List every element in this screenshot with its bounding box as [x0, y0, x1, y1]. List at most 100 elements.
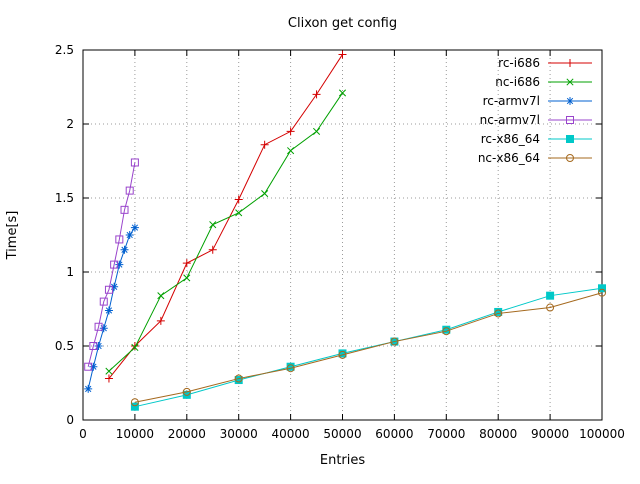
x-tick-label: 40000: [272, 427, 310, 441]
series-nc-x86_64: [130, 288, 606, 407]
data-point-marker: [104, 374, 113, 383]
x-tick-label: 100000: [579, 427, 625, 441]
series-rc-armv7l: [84, 223, 139, 393]
x-tick-label: 60000: [375, 427, 413, 441]
data-point-marker: [84, 384, 93, 393]
series-line: [87, 162, 136, 367]
data-point-marker: [94, 342, 103, 350]
data-point-marker: [115, 235, 124, 244]
series-line: [134, 292, 603, 403]
x-axis-label: Entries: [320, 453, 366, 468]
data-point-marker: [130, 402, 139, 411]
y-tick-label: 2: [66, 117, 74, 131]
data-point-marker: [390, 337, 399, 346]
data-point-marker: [566, 116, 574, 124]
data-point-marker: [105, 367, 113, 375]
data-point-marker: [546, 291, 555, 300]
data-point-marker: [286, 364, 295, 373]
x-tick-label: 30000: [220, 427, 258, 441]
data-point-marker: [260, 140, 269, 149]
data-point-marker: [104, 306, 113, 315]
y-tick-label: 2.5: [55, 43, 74, 57]
data-point-marker: [110, 260, 119, 269]
x-tick-label: 90000: [531, 427, 569, 441]
data-point-marker: [287, 147, 295, 155]
data-point-marker: [115, 260, 124, 269]
data-point-marker: [209, 221, 217, 229]
y-tick-label: 1.5: [55, 191, 74, 205]
data-point-marker: [566, 135, 574, 143]
data-point-marker: [120, 245, 129, 254]
x-tick-labels: 0 10000 20000 30000 40000 50000 60000 70000 8000…: [79, 427, 625, 441]
data-point-marker: [234, 374, 243, 383]
series-nc-armv7l: [84, 158, 139, 371]
data-point-marker: [182, 390, 191, 399]
data-point-marker: [130, 398, 139, 407]
data-point-marker: [566, 154, 574, 162]
x-tick-label: 70000: [427, 427, 465, 441]
y-tick-label: 0: [66, 413, 74, 427]
data-point-marker: [312, 127, 321, 135]
series-line: [108, 92, 343, 372]
data-point-marker: [157, 292, 165, 300]
legend: rc-i686 nc-i686 rc-armv7l nc-armv7l rc-x86_6…: [478, 56, 592, 165]
data-point-marker: [99, 324, 108, 333]
y-tick-labels: 0 0.5 1 1.5 2 2.5: [55, 43, 74, 427]
x-tick-label: 20000: [168, 427, 206, 441]
data-point-marker: [89, 342, 98, 350]
legend-label: nc-i686: [495, 75, 540, 89]
legend-label: nc-armv7l: [480, 113, 540, 127]
data-point-marker: [125, 186, 134, 195]
data-point-marker: [566, 59, 574, 67]
data-point-marker: [94, 322, 103, 331]
data-point-marker: [286, 127, 295, 136]
data-point-marker: [598, 288, 606, 297]
data-point-marker: [566, 78, 574, 86]
data-point-marker: [84, 362, 93, 371]
data-point-marker: [598, 284, 606, 293]
data-point-marker: [89, 362, 98, 371]
series-rc-i686: [104, 50, 347, 383]
legend-label: nc-x86_64: [478, 151, 540, 165]
data-point-marker: [156, 316, 165, 325]
data-point-marker: [130, 342, 139, 350]
y-tick-label: 1: [66, 265, 74, 279]
data-point-marker: [131, 343, 139, 352]
x-tick-label: 80000: [479, 427, 517, 441]
data-point-marker: [130, 158, 139, 167]
data-point-marker: [338, 50, 347, 59]
series-rc-x86_64: [130, 284, 606, 411]
data-point-marker: [566, 97, 574, 105]
data-point-marker: [120, 205, 129, 214]
data-point-marker: [182, 259, 191, 268]
legend-label: rc-x86_64: [481, 132, 540, 146]
data-point-marker: [234, 195, 243, 204]
data-point-marker: [312, 90, 321, 99]
data-point-marker: [208, 245, 217, 254]
data-point-marker: [235, 209, 243, 217]
data-point-marker: [125, 231, 134, 239]
data-point-marker: [104, 285, 113, 294]
data-point-marker: [182, 387, 191, 396]
series-line: [134, 287, 603, 408]
series-line: [108, 54, 343, 379]
data-point-marker: [110, 282, 119, 291]
data-point-marker: [494, 309, 503, 318]
series-nc-i686: [105, 89, 347, 375]
y-axis-label: Time[s]: [5, 211, 20, 261]
data-point-marker: [261, 190, 269, 198]
series-line: [87, 227, 136, 390]
x-tick-label: 10000: [116, 427, 154, 441]
x-tick-label: 0: [79, 427, 87, 441]
x-tick-label: 50000: [323, 427, 361, 441]
data-point-marker: [183, 274, 191, 282]
data-point-marker: [442, 327, 451, 336]
data-point-marker: [99, 297, 108, 306]
data-point-marker: [338, 350, 347, 359]
y-tick-label: 0.5: [55, 339, 74, 353]
legend-label: rc-i686: [498, 56, 540, 70]
data-point-marker: [338, 89, 347, 97]
